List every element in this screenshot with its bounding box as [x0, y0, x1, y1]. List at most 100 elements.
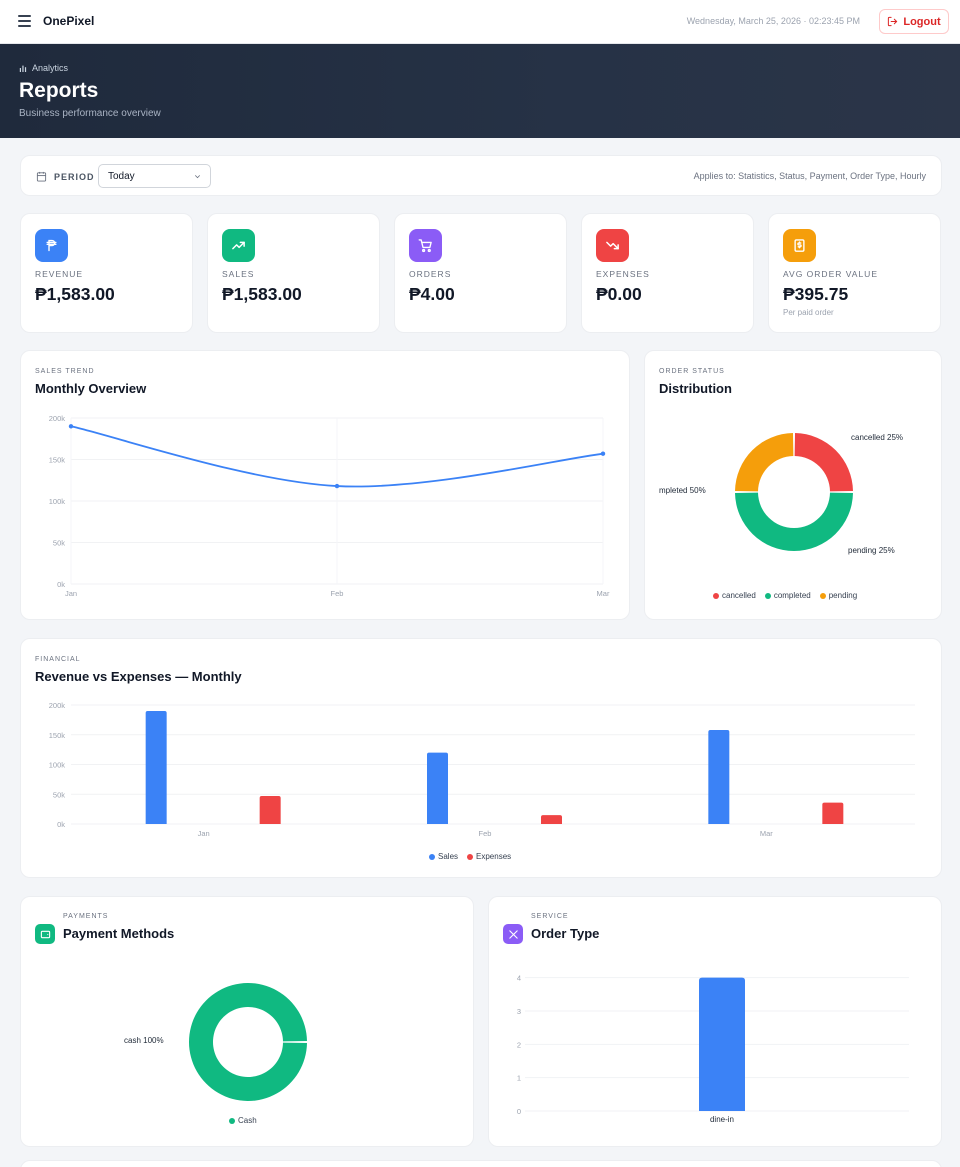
- payment-methods-card: PAYMENTS Payment Methods cash 100% Cash: [20, 896, 474, 1147]
- top-bar: OnePixel Wednesday, March 25, 2026 · 02:…: [0, 0, 960, 44]
- y-tick-label: 0k: [57, 820, 65, 829]
- legend-item-sales[interactable]: Sales: [429, 852, 458, 861]
- bar-dine-in[interactable]: [699, 977, 745, 1111]
- trending-down-icon: [596, 229, 629, 262]
- logout-icon: [888, 16, 898, 27]
- legend-swatch: [819, 592, 826, 599]
- legend-item-pending[interactable]: pending: [819, 591, 858, 600]
- card-overline: FINANCIAL: [35, 656, 81, 663]
- breadcrumb-label: Analytics: [32, 63, 69, 73]
- current-datetime: Wednesday, March 25, 2026 · 02:23:45 PM: [686, 16, 860, 26]
- slice-label: mpleted 50%: [659, 486, 706, 495]
- y-tick-label: 3: [517, 1007, 521, 1016]
- stat-card-expenses: EXPENSES ₱0.00: [581, 213, 754, 333]
- order-status-card: ORDER STATUS Distribution cancelled 25% …: [644, 350, 942, 620]
- legend-swatch: [467, 853, 474, 860]
- stat-label: ORDERS: [409, 269, 452, 279]
- y-tick-label: 4: [517, 974, 521, 983]
- data-point[interactable]: [68, 424, 74, 429]
- legend-swatch: [713, 592, 719, 599]
- payment-legend: Cash: [229, 1116, 257, 1125]
- x-tick-label: Feb: [331, 589, 344, 598]
- peso-icon: [35, 229, 68, 262]
- receipt-icon: [783, 229, 816, 262]
- card-overline: SALES TREND: [35, 368, 95, 375]
- y-tick-label: 100k: [49, 497, 66, 506]
- data-point[interactable]: [334, 483, 340, 489]
- legend-swatch: [229, 1117, 235, 1124]
- legend-item-cancelled[interactable]: cancelled: [713, 591, 756, 600]
- cart-icon: [409, 229, 442, 262]
- card-title: Revenue vs Expenses — Monthly: [35, 669, 242, 684]
- card-overline: PAYMENTS: [63, 913, 109, 920]
- logout-label: Logout: [903, 15, 941, 28]
- legend-swatch: [429, 853, 435, 860]
- payment-methods-donut-chart: cash 100%: [124, 983, 307, 1101]
- y-tick-label: 1: [517, 1074, 521, 1083]
- legend-label: Cash: [238, 1116, 257, 1125]
- stat-card-orders: ORDERS ₱4.00: [394, 213, 567, 333]
- legend-swatch: [764, 592, 771, 599]
- next-section-card: [20, 1160, 942, 1167]
- y-tick-label: 0k: [57, 580, 65, 589]
- order-type-card: SERVICE Order Type 0 1 2 3 4 dine-in: [488, 896, 942, 1147]
- period-label-text: PERIOD: [54, 171, 95, 182]
- stat-note: Per paid order: [783, 308, 834, 317]
- stat-value: ₱1,583.00: [35, 284, 115, 304]
- calendar-icon: [36, 171, 47, 182]
- stat-label: AVG ORDER VALUE: [783, 269, 878, 279]
- page-title: Reports: [19, 79, 99, 102]
- page-header: Analytics Reports Business performance o…: [0, 44, 960, 138]
- y-tick-label: 200k: [49, 414, 66, 423]
- x-tick-label: Mar: [597, 589, 610, 598]
- stat-card-avg-order: AVG ORDER VALUE ₱395.75 Per paid order: [768, 213, 941, 333]
- bar-expenses[interactable]: [259, 796, 281, 824]
- logout-button[interactable]: Logout: [879, 9, 949, 34]
- legend-item-expenses[interactable]: Expenses: [467, 852, 511, 861]
- slice-label: cash 100%: [124, 1036, 164, 1045]
- y-tick-label: 150k: [49, 731, 66, 740]
- donut-slice-pending[interactable]: [735, 433, 794, 492]
- stat-label: SALES: [222, 269, 255, 279]
- bar-chart-icon: [19, 65, 27, 72]
- bar-expenses[interactable]: [541, 815, 562, 824]
- data-point[interactable]: [600, 451, 606, 456]
- stat-value: ₱0.00: [596, 284, 642, 304]
- trending-up-icon: [222, 229, 255, 262]
- stat-label: EXPENSES: [596, 269, 650, 279]
- legend-label: cancelled: [722, 591, 756, 600]
- financial-legend: Sales Expenses: [429, 852, 511, 861]
- stat-card-revenue: REVENUE ₱1,583.00: [20, 213, 193, 333]
- sales-trend-line-chart: 0k 50k 100k 150k 200k Jan Feb Mar: [49, 414, 610, 598]
- chevron-down-icon: [194, 175, 201, 179]
- bar-sales[interactable]: [145, 710, 167, 824]
- bar-expenses[interactable]: [822, 802, 844, 824]
- y-tick-label: 100k: [49, 761, 66, 770]
- donut-slice-cash[interactable]: [189, 983, 307, 1101]
- donut-slice-cancelled[interactable]: [794, 433, 853, 492]
- utensils-icon: [503, 924, 523, 944]
- stat-value: ₱1,583.00: [222, 284, 302, 304]
- financial-card: FINANCIAL Revenue vs Expenses — Monthly …: [20, 638, 942, 878]
- brand-name: OnePixel: [43, 14, 95, 28]
- hamburger-menu-icon[interactable]: [18, 15, 31, 27]
- y-tick-label: 150k: [49, 456, 66, 465]
- sales-trend-card: SALES TREND Monthly Overview 0k 50k 100k 15…: [20, 350, 630, 620]
- legend-item-cash[interactable]: Cash: [229, 1116, 257, 1125]
- period-label: PERIOD: [36, 171, 95, 182]
- bar-sales[interactable]: [427, 752, 448, 824]
- legend-item-completed[interactable]: completed: [764, 591, 811, 600]
- period-filter-bar: PERIOD Today Applies to: Statistics, Sta…: [20, 155, 942, 196]
- period-select[interactable]: Today: [98, 164, 211, 188]
- y-tick-label: 0: [517, 1107, 521, 1116]
- x-tick-label: Mar: [760, 829, 773, 838]
- donut-slice-completed[interactable]: [735, 492, 853, 551]
- slice-label: cancelled 25%: [851, 433, 903, 442]
- y-tick-label: 50k: [53, 790, 65, 799]
- stat-label: REVENUE: [35, 269, 84, 279]
- stat-value: ₱4.00: [409, 284, 455, 304]
- legend-label: pending: [828, 591, 858, 600]
- bar-sales[interactable]: [708, 729, 730, 824]
- period-select-value: Today: [108, 171, 135, 182]
- legend-label: Sales: [438, 852, 459, 861]
